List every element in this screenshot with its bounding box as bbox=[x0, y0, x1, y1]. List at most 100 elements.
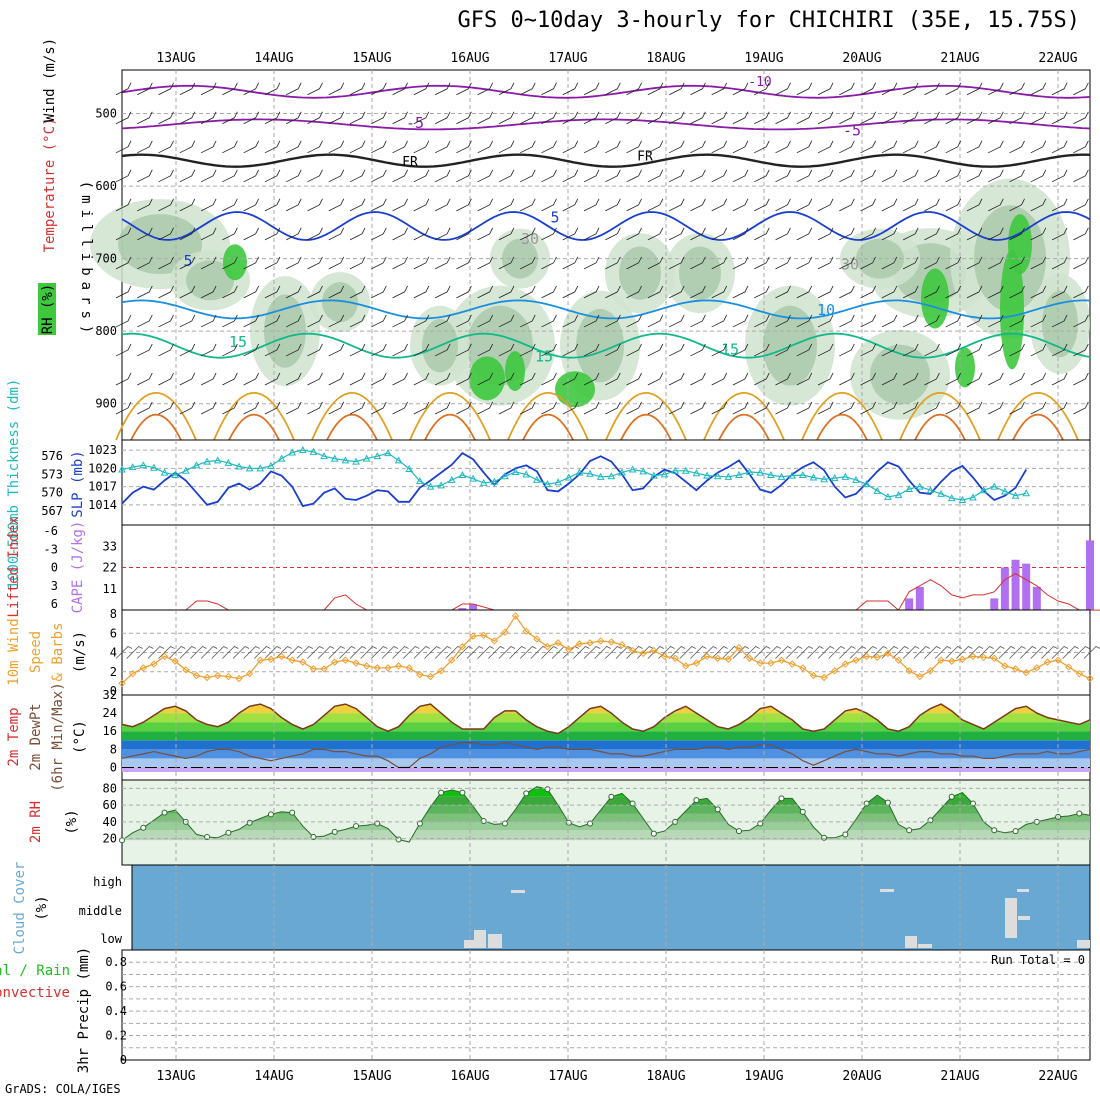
surface-wind-barb bbox=[275, 646, 292, 659]
wind-barb bbox=[222, 343, 238, 357]
wind-speed-point bbox=[692, 659, 701, 667]
surface-wind-barb bbox=[583, 646, 601, 659]
wind-barb bbox=[243, 227, 260, 241]
surface-wind-barb bbox=[243, 646, 260, 659]
wind-barb bbox=[988, 372, 1004, 386]
wind-barb bbox=[349, 256, 366, 270]
wind-barb bbox=[371, 256, 387, 270]
wind-barb bbox=[434, 227, 451, 241]
wind-barb bbox=[668, 285, 685, 299]
wind-barb bbox=[456, 140, 472, 154]
wind-barb bbox=[1030, 227, 1047, 241]
cape-tick-label: 33 bbox=[103, 539, 117, 553]
wind-barb bbox=[137, 285, 153, 299]
rh-blob bbox=[502, 238, 538, 279]
temp-tick-label: 24 bbox=[103, 706, 117, 720]
isotherm-25-arch bbox=[228, 413, 280, 441]
wind-barb bbox=[668, 82, 685, 96]
wind-barb bbox=[1051, 314, 1068, 328]
wind-barb bbox=[1009, 169, 1025, 183]
thickness-point bbox=[671, 466, 679, 474]
wind-speed-point bbox=[724, 655, 733, 663]
surface-wind-barb bbox=[349, 646, 367, 659]
wind-barb bbox=[456, 285, 472, 299]
wind-barb bbox=[817, 372, 834, 386]
wind-barb bbox=[243, 256, 260, 270]
wind-barb bbox=[456, 198, 472, 212]
wind-barb bbox=[115, 111, 132, 125]
wind-barb bbox=[562, 343, 579, 357]
wind-barb bbox=[1073, 372, 1089, 386]
wind-tick-label: 6 bbox=[110, 626, 117, 640]
precip-tick-label: 0.6 bbox=[105, 980, 127, 994]
thickness-point bbox=[937, 489, 945, 497]
surface-wind-barb bbox=[264, 646, 282, 659]
wind-speed-point bbox=[171, 657, 179, 665]
wind-barb bbox=[966, 372, 983, 386]
wind-barb bbox=[945, 227, 962, 241]
wind-speed-point bbox=[543, 643, 552, 651]
wind-barb bbox=[1009, 372, 1025, 386]
wind-barb bbox=[349, 82, 366, 96]
wind-barb bbox=[817, 198, 834, 212]
wind-speed-point bbox=[522, 627, 530, 636]
wind-speed-point bbox=[469, 632, 477, 640]
rh-legend-label: RH (%) bbox=[40, 284, 56, 335]
wind-barb bbox=[605, 169, 621, 183]
slp-tick-label: 1014 bbox=[88, 498, 117, 512]
wind-barb bbox=[349, 372, 366, 386]
lifted-index-tick-label: -6 bbox=[44, 524, 58, 538]
surface-wind-barb bbox=[775, 646, 792, 659]
wind-barb bbox=[286, 140, 302, 154]
wind-barb bbox=[1009, 343, 1025, 357]
thickness-point bbox=[256, 464, 265, 472]
rh-legend-swatch bbox=[38, 283, 56, 335]
wind-barb bbox=[796, 198, 813, 212]
thickness-point bbox=[798, 470, 807, 479]
surface-wind-barb bbox=[1041, 646, 1058, 659]
wind-barb bbox=[307, 227, 323, 241]
cape-tick-label: 11 bbox=[103, 582, 117, 596]
wind-barb bbox=[1009, 227, 1025, 241]
temp-tick-label: 8 bbox=[110, 742, 117, 756]
thickness-point bbox=[703, 471, 711, 479]
wind-barb bbox=[647, 111, 664, 125]
wind-barb bbox=[902, 111, 919, 125]
wind-barb bbox=[1030, 198, 1047, 212]
wind-barb bbox=[413, 111, 430, 125]
wind-barb bbox=[328, 343, 345, 357]
wind-barb bbox=[626, 227, 642, 241]
wind-barb bbox=[264, 82, 281, 96]
rh-blob bbox=[322, 282, 358, 323]
wind-barb bbox=[158, 314, 174, 328]
cloud-axis-label-1: Cloud Cover bbox=[12, 862, 28, 955]
wind-barb bbox=[371, 198, 387, 212]
isotherm-25-arch bbox=[424, 413, 476, 441]
rh-point bbox=[821, 834, 828, 841]
wind-barb bbox=[179, 343, 196, 357]
cape-bar bbox=[990, 598, 999, 610]
wind-barb bbox=[328, 82, 345, 96]
wind-barb bbox=[307, 285, 323, 299]
contour-label: FR bbox=[402, 155, 418, 170]
wind-barb bbox=[520, 314, 536, 328]
wind-barb bbox=[222, 227, 238, 241]
wind-speed-point bbox=[128, 669, 137, 678]
wind-barb bbox=[966, 285, 983, 299]
rh-point bbox=[225, 829, 232, 836]
wind-barb bbox=[839, 198, 855, 212]
rh-blob bbox=[870, 344, 930, 405]
rh-band bbox=[122, 805, 1090, 814]
wind-speed-point bbox=[990, 654, 998, 662]
wind-barb bbox=[583, 140, 600, 154]
wind-barb bbox=[520, 343, 536, 357]
wind-barb bbox=[371, 401, 387, 415]
wind-barb bbox=[754, 111, 770, 125]
surface-wind-barb bbox=[371, 646, 388, 659]
wind-speed-point bbox=[756, 659, 764, 667]
wind-barb bbox=[222, 372, 238, 386]
wind-tick-label: 0 bbox=[110, 684, 117, 698]
wind-barb bbox=[796, 256, 813, 270]
wind-barb bbox=[286, 401, 302, 415]
thickness-point bbox=[713, 472, 722, 480]
